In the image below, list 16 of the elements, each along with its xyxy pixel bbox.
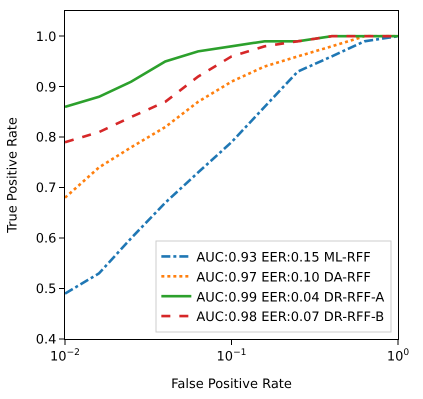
y-tick-label: 0.8 — [36, 130, 56, 146]
x-tick-label: 10$^{−1}$ — [216, 348, 246, 365]
y-axis-title: True Positive Rate — [6, 117, 21, 234]
legend-label: AUC:0.93 EER:0.15 ML-RFF — [196, 250, 371, 266]
x-tick-label: 10$^{0}$ — [386, 348, 410, 365]
y-tick-label: 0.9 — [36, 80, 56, 96]
x-tick-label: 10$^{−2}$ — [50, 348, 80, 365]
legend-label: AUC:0.98 EER:0.07 DR-RFF-B — [196, 310, 384, 326]
y-tick-label: 0.4 — [36, 332, 56, 348]
y-tick-label: 0.6 — [36, 232, 56, 247]
y-tick-label: 0.7 — [36, 181, 56, 196]
x-axis-title: False Positive Rate — [171, 377, 292, 392]
y-tick-label: 0.5 — [36, 282, 56, 298]
legend-label: AUC:0.99 EER:0.04 DR-RFF-A — [196, 290, 384, 306]
y-tick-label: 1.0 — [36, 30, 56, 45]
legend-label: AUC:0.97 EER:0.10 DA-RFF — [196, 270, 371, 286]
